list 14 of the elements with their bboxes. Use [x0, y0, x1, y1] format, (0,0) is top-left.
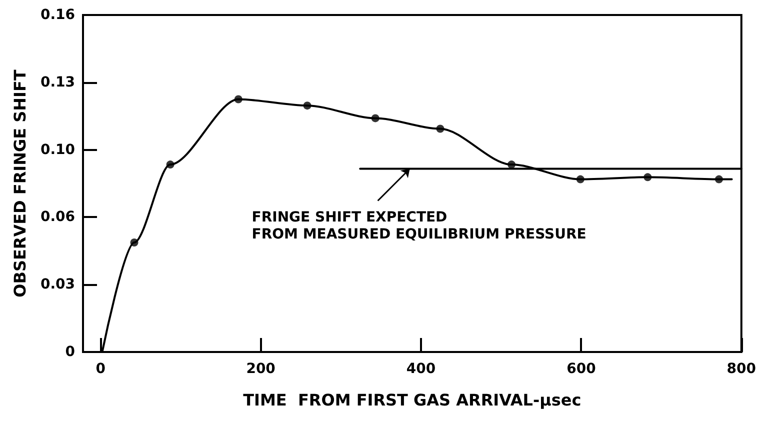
annotation: FRINGE SHIFT EXPECTED FROM MEASURED EQUILIBRIUM PRESSURE: [252, 209, 586, 242]
x-tick-label: 200: [246, 361, 276, 377]
x-axis-title: TIME FROM FIRST GAS ARRIVAL-μsec: [243, 390, 582, 410]
y-tick-label: 0.06: [40, 209, 75, 226]
x-tick-label: 800: [726, 361, 756, 377]
y-tick-label: 0: [65, 344, 76, 360]
y-tick-label: 0.03: [40, 276, 75, 293]
y-tick-label: 0.16: [40, 7, 75, 23]
x-tick-label: 0: [96, 361, 106, 377]
x-tick-label: 400: [406, 361, 436, 377]
y-axis-title: OBSERVED FRINGE SHIFT: [10, 70, 30, 298]
x-tick-label: 600: [566, 361, 596, 377]
y-tick-label: 0.10: [40, 142, 76, 158]
y-tick-label: 0.13: [40, 74, 75, 90]
